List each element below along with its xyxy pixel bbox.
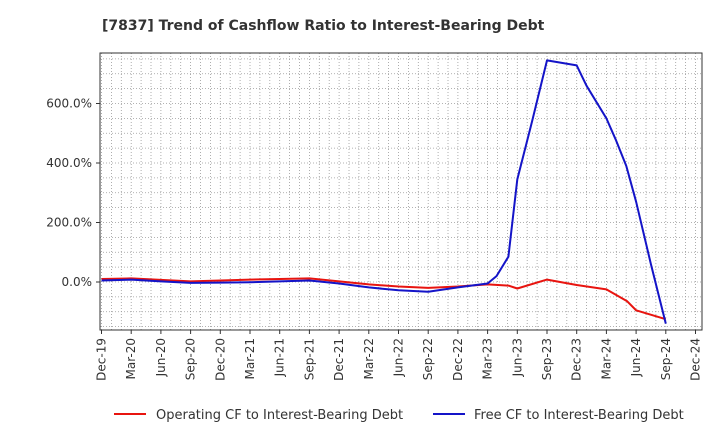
x-tick-label: Mar-21 <box>243 338 257 379</box>
x-axis: Dec-19 Mar-20 Jun-20 Sep-20 Dec-20 Mar-21 Jun-… <box>95 330 720 381</box>
x-tick-label: Dec-20 <box>213 338 227 381</box>
chart-title: [7837] Trend of Cashflow Ratio to Intere… <box>102 18 545 34</box>
x-tick-label: Mar-23 <box>481 338 495 379</box>
x-tick-label: Sep-20 <box>184 338 198 380</box>
x-tick-label: Sep-24 <box>659 338 673 380</box>
x-tick-label: Jun-24 <box>629 338 643 377</box>
series-layer <box>101 59 667 324</box>
series-line-operating-cf <box>101 277 667 321</box>
y-tick-label: 200.0% <box>46 216 92 230</box>
x-tick-label: Dec-22 <box>451 338 465 381</box>
x-tick-label: Mar-25 <box>718 338 720 379</box>
series-line-free-cf <box>101 59 667 324</box>
y-axis: 0.0% 200.0% 400.0% 600.0% <box>46 97 100 289</box>
x-tick-label: Jun-21 <box>273 338 287 377</box>
x-tick-label: Mar-24 <box>599 338 613 379</box>
x-tick-label: Jun-20 <box>154 338 168 377</box>
x-tick-label: Dec-19 <box>95 338 109 381</box>
x-tick-label: Dec-21 <box>332 338 346 381</box>
legend: Operating CF to Interest-Bearing Debt Fr… <box>114 408 684 423</box>
grid <box>100 53 702 330</box>
x-tick-label: Sep-23 <box>540 338 554 380</box>
x-tick-label: Sep-22 <box>421 338 435 380</box>
x-tick-label: Dec-23 <box>570 338 584 381</box>
y-tick-label: 400.0% <box>46 156 92 170</box>
x-tick-label: Dec-24 <box>689 338 703 381</box>
x-tick-label: Jun-23 <box>510 338 524 377</box>
x-tick-label: Jun-22 <box>392 338 406 377</box>
x-tick-label: Mar-20 <box>124 338 138 379</box>
y-tick-label: 0.0% <box>62 275 93 289</box>
x-tick-label: Sep-21 <box>302 338 316 380</box>
plot-frame <box>99 52 703 331</box>
x-tick-label: Mar-22 <box>362 338 376 379</box>
legend-label-operating-cf: Operating CF to Interest-Bearing Debt <box>156 408 403 423</box>
y-tick-label: 600.0% <box>46 97 92 111</box>
legend-label-free-cf: Free CF to Interest-Bearing Debt <box>474 408 684 423</box>
